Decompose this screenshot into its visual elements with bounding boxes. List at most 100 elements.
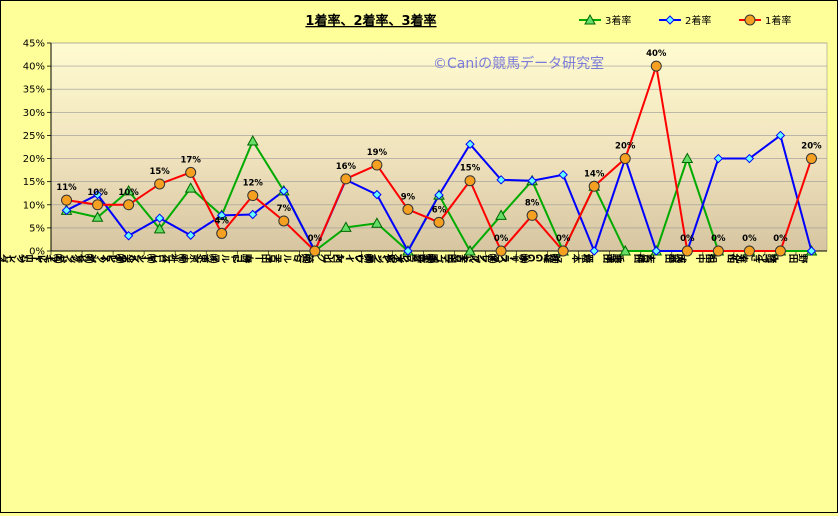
data-point	[247, 190, 259, 202]
x-category-label: ㈱東京ホースレーシング	[113, 252, 219, 265]
data-label: 0%	[680, 234, 695, 244]
y-tick-label: 15%	[23, 177, 45, 188]
plot-area	[50, 42, 828, 252]
data-label: 9%	[401, 192, 416, 202]
data-point	[371, 217, 383, 228]
data-point	[403, 246, 413, 256]
data-label: 16%	[336, 162, 357, 172]
y-tick-label: 25%	[23, 131, 45, 142]
data-point	[154, 178, 166, 190]
data-label: 19%	[367, 148, 388, 158]
x-category-label: 吉田 勝己	[232, 252, 281, 264]
series-lines	[60, 60, 818, 257]
x-category-label: 藤田 晋	[583, 252, 623, 264]
data-point	[372, 189, 382, 200]
data-point	[246, 134, 259, 146]
data-labels: 11% 10% 10% 15% 17% 4% 12% 7% 0% 16% 19% 9% 6% 15% 0% 8…	[56, 49, 822, 244]
data-point	[123, 231, 134, 241]
data-point	[584, 13, 596, 25]
data-label: 0%	[556, 234, 571, 244]
chart-title: 1着率、2着率、3着率	[305, 13, 436, 29]
x-category-label: ゴドルフィン	[192, 252, 250, 264]
data-point	[61, 205, 72, 216]
data-point	[433, 216, 445, 228]
data-point	[61, 194, 73, 206]
data-point	[340, 173, 352, 185]
data-label: 0%	[308, 234, 323, 244]
data-point	[806, 246, 817, 256]
y-tick-label: 40%	[23, 62, 45, 73]
data-label: 7%	[277, 204, 292, 214]
x-category-label: ㈱サラブレッドクラブ・ラフィアン	[377, 252, 530, 264]
y-tick-label: 5%	[29, 223, 45, 234]
data-point	[526, 209, 538, 221]
legend-entry: 3着率	[605, 14, 631, 27]
data-label: 6%	[432, 205, 447, 215]
data-point	[527, 176, 537, 186]
data-point	[775, 130, 786, 141]
data-point	[465, 139, 475, 149]
data-point	[92, 199, 104, 211]
x-axis: ㈲キャロットファーム㈲サンデーレーシング㈲ビッグレッドファーム㈲シルクレーシング…	[0, 250, 827, 265]
data-point	[402, 203, 414, 215]
data-label: 0%	[711, 234, 726, 244]
x-category-label: ㈱ノルマンディーサラブレッドレーシング	[316, 252, 498, 264]
data-point	[557, 245, 569, 257]
x-category-label: 西山 茂行	[294, 252, 342, 265]
data-point	[464, 244, 476, 256]
data-point	[619, 244, 632, 256]
y-tick-label: 20%	[23, 154, 45, 165]
watermark: ©Caniの競馬データ研究室	[433, 55, 604, 72]
x-category-label: 田中 成奉	[667, 252, 715, 265]
data-point	[217, 210, 227, 221]
data-point	[153, 222, 166, 234]
data-point	[805, 153, 817, 165]
data-point	[340, 221, 352, 232]
x-category-label: ㈲サンデーレーシング	[1, 252, 95, 264]
data-point	[496, 175, 506, 185]
x-category-label: 野田 みづき	[751, 252, 808, 264]
data-point	[92, 189, 103, 200]
data-point	[744, 14, 756, 26]
data-point	[495, 209, 507, 220]
x-category-label: 松本 好雄	[542, 252, 591, 265]
data-label: 20%	[801, 142, 822, 152]
data-point	[154, 213, 165, 223]
x-category-label: ㈲ミルファーム	[245, 252, 312, 264]
x-category-label: ㈲キャロットファーム	[1, 252, 64, 264]
data-label: 15%	[460, 164, 481, 174]
data-point	[91, 211, 104, 222]
data-point	[434, 190, 444, 200]
data-label: 40%	[646, 49, 667, 59]
data-label: 10%	[118, 188, 139, 198]
data-point	[665, 15, 675, 25]
data-point	[495, 245, 507, 257]
data-point	[371, 159, 383, 171]
legend: 3着率 2着率 1着率	[579, 13, 791, 27]
data-point	[588, 180, 600, 192]
data-label: 11%	[56, 183, 77, 193]
y-tick-label: 45%	[23, 39, 45, 50]
y-tick-label: 30%	[23, 108, 45, 119]
data-point	[713, 153, 724, 164]
data-point	[216, 227, 228, 239]
x-category-label: ㈲社台レースホース	[102, 252, 188, 265]
x-category-label: 大塚 亮一	[357, 252, 405, 264]
x-category-label: 吉田 千津	[604, 252, 653, 264]
data-point	[619, 153, 631, 165]
data-point	[309, 245, 321, 257]
x-category-label: 吉田 照哉	[418, 252, 467, 264]
data-label: 17%	[181, 155, 202, 165]
data-point	[279, 186, 289, 196]
data-point	[744, 153, 755, 164]
data-label: 0%	[494, 234, 509, 244]
data-point	[589, 246, 599, 256]
x-category-label: 諸江 幸祐	[729, 252, 778, 264]
data-label: 10%	[87, 188, 108, 198]
data-point	[650, 60, 662, 72]
data-label: 4%	[215, 216, 230, 226]
data-label: 14%	[584, 169, 605, 179]
data-label: 0%	[773, 234, 788, 244]
